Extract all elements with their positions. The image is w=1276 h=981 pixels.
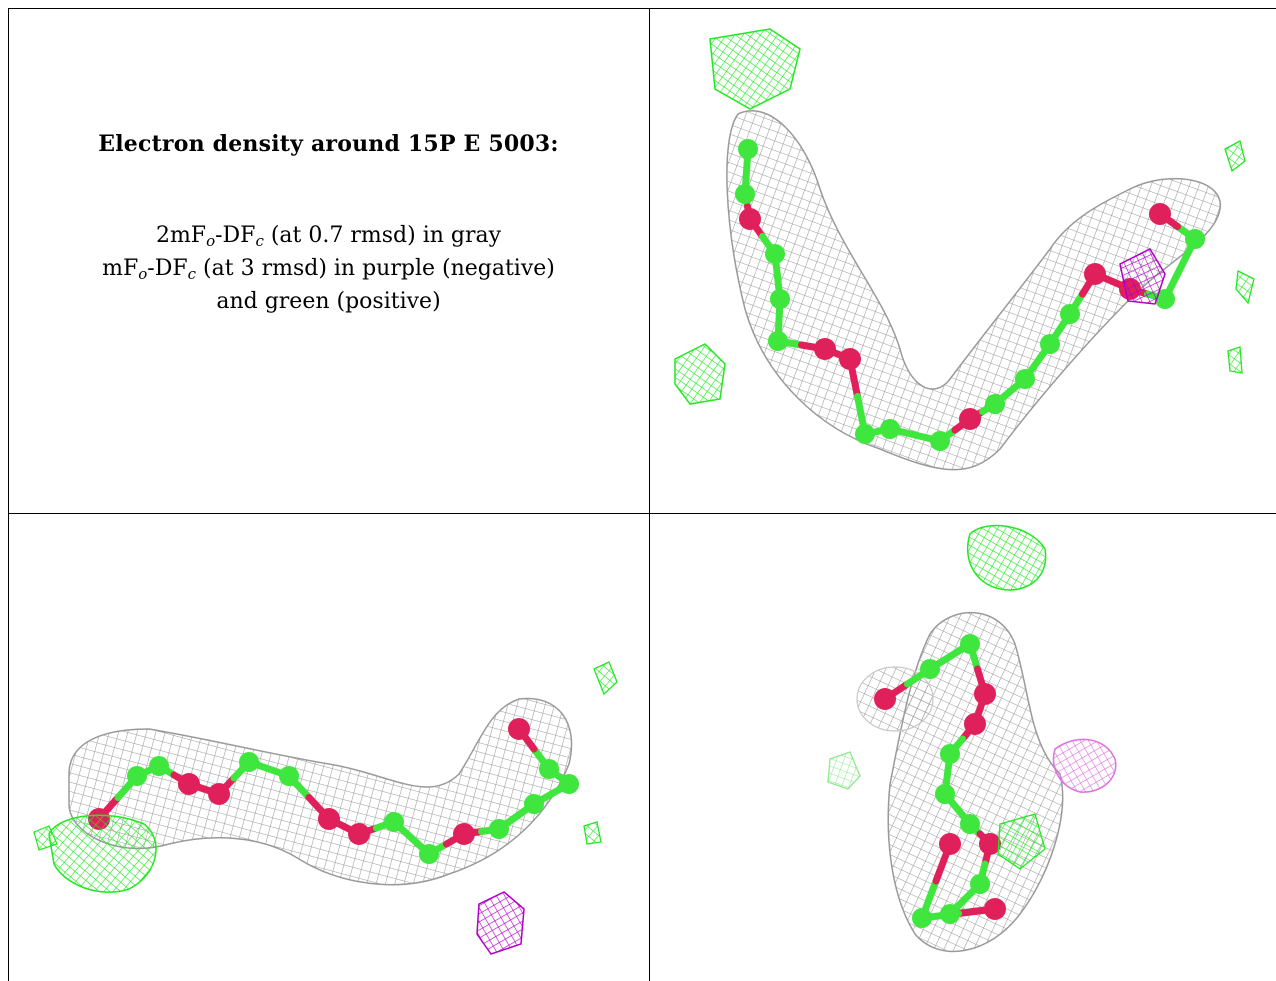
- carbon-atom: [912, 908, 932, 928]
- oxygen-atom: [974, 683, 996, 705]
- carbon-atom: [880, 419, 900, 439]
- carbon-atom: [770, 289, 790, 309]
- oxygen-atom: [1084, 263, 1106, 285]
- carbon-atom: [738, 139, 758, 159]
- density-panel-top-right: [650, 9, 1276, 513]
- legend-positive: and green (positive): [216, 289, 441, 314]
- oxygen-atom: [508, 718, 530, 740]
- carbon-atom: [1015, 369, 1035, 389]
- carbon-atom: [768, 331, 788, 351]
- carbon-atom: [1155, 289, 1175, 309]
- table-border-left: [8, 8, 9, 981]
- legend-fofc: mFo-DFc (at 3 rmsd) in purple (negative): [102, 252, 555, 285]
- oxygen-atom: [964, 713, 986, 735]
- oxygen-atom: [839, 348, 861, 370]
- positive-density-blob: [583, 821, 602, 845]
- positive-density-blob: [33, 825, 58, 851]
- carbon-atom: [384, 812, 404, 832]
- figure-frame: Electron density around 15P E 5003: 2mFo…: [8, 8, 1276, 981]
- carbon-atom: [489, 819, 509, 839]
- oxygen-atom: [984, 898, 1006, 920]
- oxygen-atom: [979, 833, 1001, 855]
- legend-2fofc-sub-c: c: [255, 232, 264, 250]
- carbon-atom: [1185, 229, 1205, 249]
- legend-2fofc: 2mFo-DFc (at 0.7 rmsd) in gray: [102, 219, 555, 252]
- density-panel-bottom-left: [9, 514, 649, 981]
- negative-density-blob: [1052, 738, 1117, 793]
- legend-2fofc-suffix: (at 0.7 rmsd) in gray: [263, 223, 502, 248]
- oxygen-atom: [178, 773, 200, 795]
- legend-fofc-sub-c: c: [187, 265, 197, 283]
- legend-2fofc-mid: -DF: [215, 223, 256, 248]
- positive-density-blob: [1227, 346, 1243, 374]
- carbon-atom: [765, 244, 785, 264]
- negative-density-blob: [1119, 248, 1166, 305]
- caption-cell: Electron density around 15P E 5003: 2mFo…: [8, 8, 649, 513]
- oxygen-atom: [453, 823, 475, 845]
- oxygen-atom: [739, 208, 761, 230]
- carbon-atom: [935, 784, 955, 804]
- carbon-atom: [419, 844, 439, 864]
- positive-density-blob: [674, 343, 726, 405]
- carbon-atom: [920, 659, 940, 679]
- carbon-atom: [279, 766, 299, 786]
- legend-2fofc-prefix: 2mF: [155, 223, 207, 248]
- positive-density-blob: [966, 524, 1047, 591]
- carbon-atom: [855, 424, 875, 444]
- carbon-atom: [960, 814, 980, 834]
- density-mesh-2fofc: [726, 110, 1221, 471]
- carbon-atom: [735, 184, 755, 204]
- carbon-atom: [1040, 334, 1060, 354]
- carbon-atom: [940, 744, 960, 764]
- carbon-atom: [930, 431, 950, 451]
- caption-legend: 2mFo-DFc (at 0.7 rmsd) in gray mFo-DFc (…: [102, 219, 555, 318]
- density-mesh-2fofc: [68, 697, 573, 886]
- positive-density-blob: [827, 751, 861, 790]
- positive-density-blob: [1235, 270, 1255, 305]
- table-border-middle: [649, 8, 650, 981]
- positive-density-blob: [48, 814, 157, 893]
- negative-density-blob: [476, 891, 525, 955]
- oxygen-atom: [348, 823, 370, 845]
- legend-fofc-suffix: (at 3 rmsd) in purple (negative): [196, 256, 555, 281]
- caption-title: Electron density around 15P E 5003:: [98, 131, 559, 157]
- oxygen-atom: [959, 408, 981, 430]
- carbon-atom: [239, 752, 259, 772]
- legend-fofc-mid: -DF: [147, 256, 188, 281]
- carbon-atom: [1060, 304, 1080, 324]
- legend-fofc-prefix: mF: [102, 256, 139, 281]
- carbon-atom: [127, 766, 147, 786]
- positive-density-blob: [997, 813, 1046, 870]
- carbon-atom: [149, 756, 169, 776]
- carbon-atom: [960, 634, 980, 654]
- oxygen-atom: [1149, 203, 1171, 225]
- carbon-atom: [940, 904, 960, 924]
- positive-density-blob: [1224, 140, 1246, 173]
- oxygen-atom: [939, 833, 961, 855]
- carbon-atom: [559, 774, 579, 794]
- carbon-atom: [985, 394, 1005, 414]
- oxygen-atom: [874, 688, 896, 710]
- table-border-row: [8, 513, 1276, 514]
- carbon-atom: [524, 794, 544, 814]
- oxygen-atom: [814, 338, 836, 360]
- table-border-top: [8, 8, 1276, 9]
- positive-density-blob: [593, 661, 618, 696]
- positive-density-blob: [709, 28, 801, 110]
- carbon-atom: [539, 759, 559, 779]
- carbon-atom: [970, 874, 990, 894]
- legend-2fofc-sub-o: o: [206, 232, 216, 250]
- oxygen-atom: [318, 808, 340, 830]
- legend-fofc-sub-o: o: [138, 265, 148, 283]
- oxygen-atom: [208, 783, 230, 805]
- density-panel-bottom-right: [650, 514, 1276, 981]
